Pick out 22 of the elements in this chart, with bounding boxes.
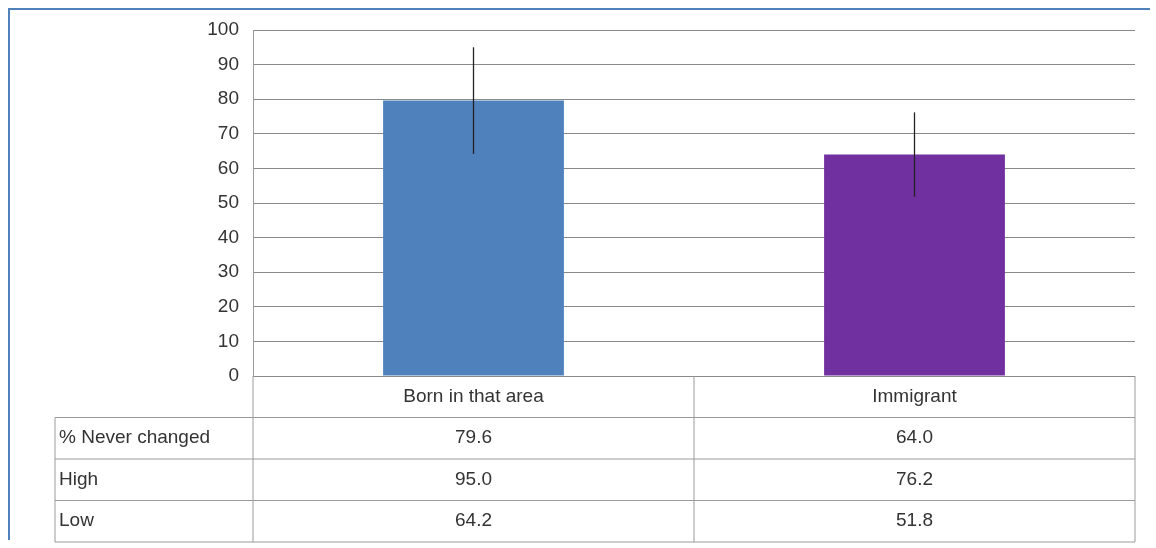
text: 64.2 — [455, 509, 492, 531]
data-label: 64.0 — [896, 426, 933, 448]
data-label: 79.6 — [455, 426, 492, 448]
x-tick-label: Born in that area — [403, 384, 545, 406]
y-tick-label: 0 — [228, 364, 239, 386]
y-tick-label: 50 — [217, 191, 239, 213]
y-tick-label: 90 — [217, 52, 239, 74]
text: 95.0 — [455, 467, 492, 489]
text: 76.2 — [896, 467, 933, 489]
text: Low — [59, 509, 95, 531]
y-tick-label: 80 — [217, 87, 239, 109]
y-tick-label: 70 — [217, 122, 239, 144]
y-tick-label: 30 — [217, 260, 239, 282]
x-tick-label: Immigrant — [872, 384, 958, 406]
y-tick-label: 40 — [217, 225, 239, 247]
y-tick-label: 20 — [217, 295, 239, 317]
text: High — [59, 467, 99, 489]
y-tick-label: 100 — [207, 18, 239, 40]
text: % Never changed — [59, 426, 211, 448]
text: 51.8 — [896, 509, 933, 531]
y-tick-label: 60 — [217, 156, 239, 178]
y-tick-label: 10 — [217, 329, 239, 351]
